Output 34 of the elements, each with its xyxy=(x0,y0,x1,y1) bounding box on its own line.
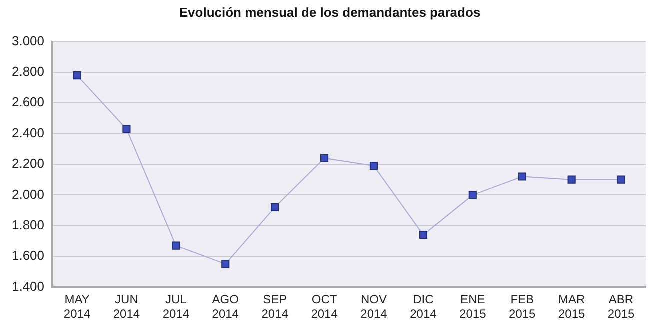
point xyxy=(468,191,477,200)
chart-title: Evolución mensual de los demandantes parados xyxy=(178,4,482,22)
point xyxy=(617,176,626,184)
x-tick-label: MAR 2015 xyxy=(558,292,586,322)
point xyxy=(370,162,378,170)
x-tick-label: ABR 2015 xyxy=(608,292,635,322)
point xyxy=(568,176,576,184)
point xyxy=(518,172,526,181)
y-tick-label: 1.600 xyxy=(12,248,45,264)
point xyxy=(73,72,82,80)
x-tick-label: FEB 2015 xyxy=(509,292,536,322)
y-tick-label: 2.400 xyxy=(12,125,45,140)
x-tick-label: AGO 2014 xyxy=(212,292,240,322)
x-tick-label: ENE 2015 xyxy=(460,292,487,322)
point xyxy=(222,260,230,268)
point xyxy=(419,231,428,240)
x-tick-label: SEP 2014 xyxy=(262,292,289,322)
y-tick-label: 2.600 xyxy=(12,94,45,110)
point xyxy=(320,154,329,162)
point xyxy=(122,125,131,134)
x-tick-label: JUN 2014 xyxy=(113,292,140,322)
y-tick-label: 2.800 xyxy=(12,64,45,80)
point xyxy=(271,203,280,212)
x-tick-label: JUL 2014 xyxy=(162,292,190,322)
point xyxy=(172,242,180,250)
x-tick-label: MAY 2014 xyxy=(64,292,91,322)
x-tick-label: NOV 2014 xyxy=(360,292,388,322)
x-tick-label: OCT 2014 xyxy=(311,292,338,322)
y-tick-label: 1.400 xyxy=(12,278,45,294)
x-tick-label: DIC 2014 xyxy=(410,292,438,322)
y-tick-label: 1.800 xyxy=(12,217,45,232)
y-tick-label: 2.200 xyxy=(12,156,45,172)
y-tick-label: 3.000 xyxy=(12,33,45,48)
y-tick-label: 2.000 xyxy=(12,186,45,202)
